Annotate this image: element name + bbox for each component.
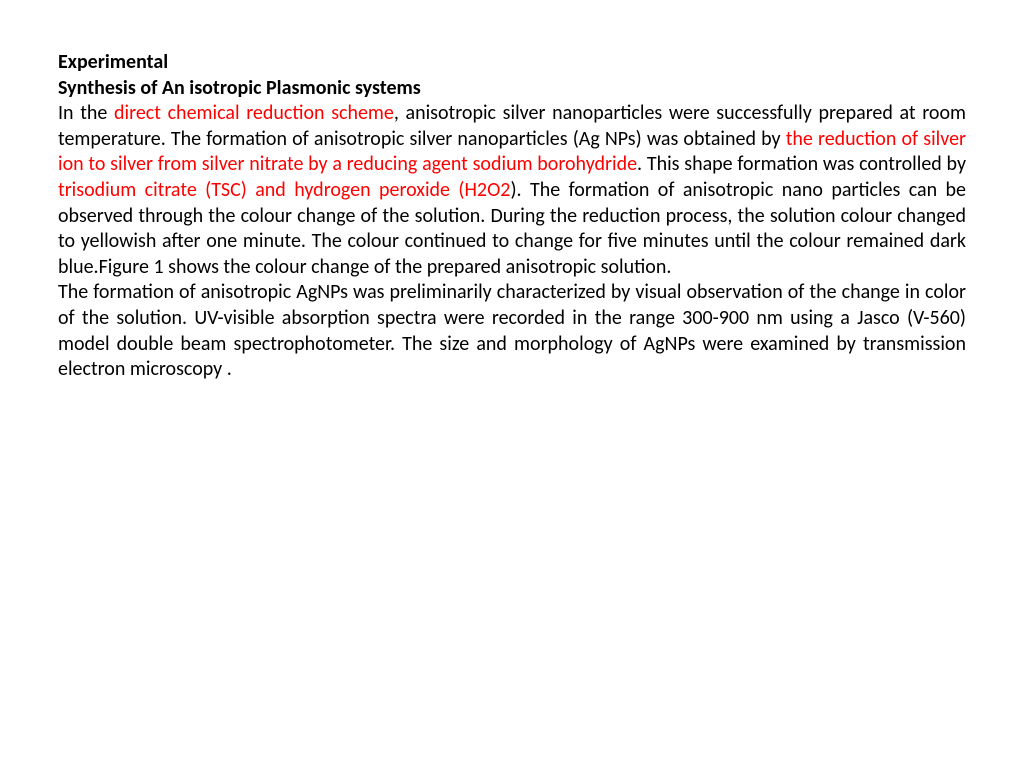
p1-text-2: . This shape formation was controlled by xyxy=(637,152,966,176)
p1-text-0: In the xyxy=(58,101,114,125)
p1-highlight-tsc: trisodium citrate (TSC) and hydrogen per… xyxy=(58,178,510,202)
paragraph-2: The formation of anisotropic AgNPs was p… xyxy=(58,280,966,382)
heading-experimental: Experimental xyxy=(58,50,966,76)
paragraph-1: In the direct chemical reduction scheme,… xyxy=(58,101,966,280)
heading-synthesis: Synthesis of An isotropic Plasmonic syst… xyxy=(58,76,966,102)
p1-highlight-scheme: direct chemical reduction scheme xyxy=(114,101,394,125)
document-page: Experimental Synthesis of An isotropic P… xyxy=(0,0,1024,433)
